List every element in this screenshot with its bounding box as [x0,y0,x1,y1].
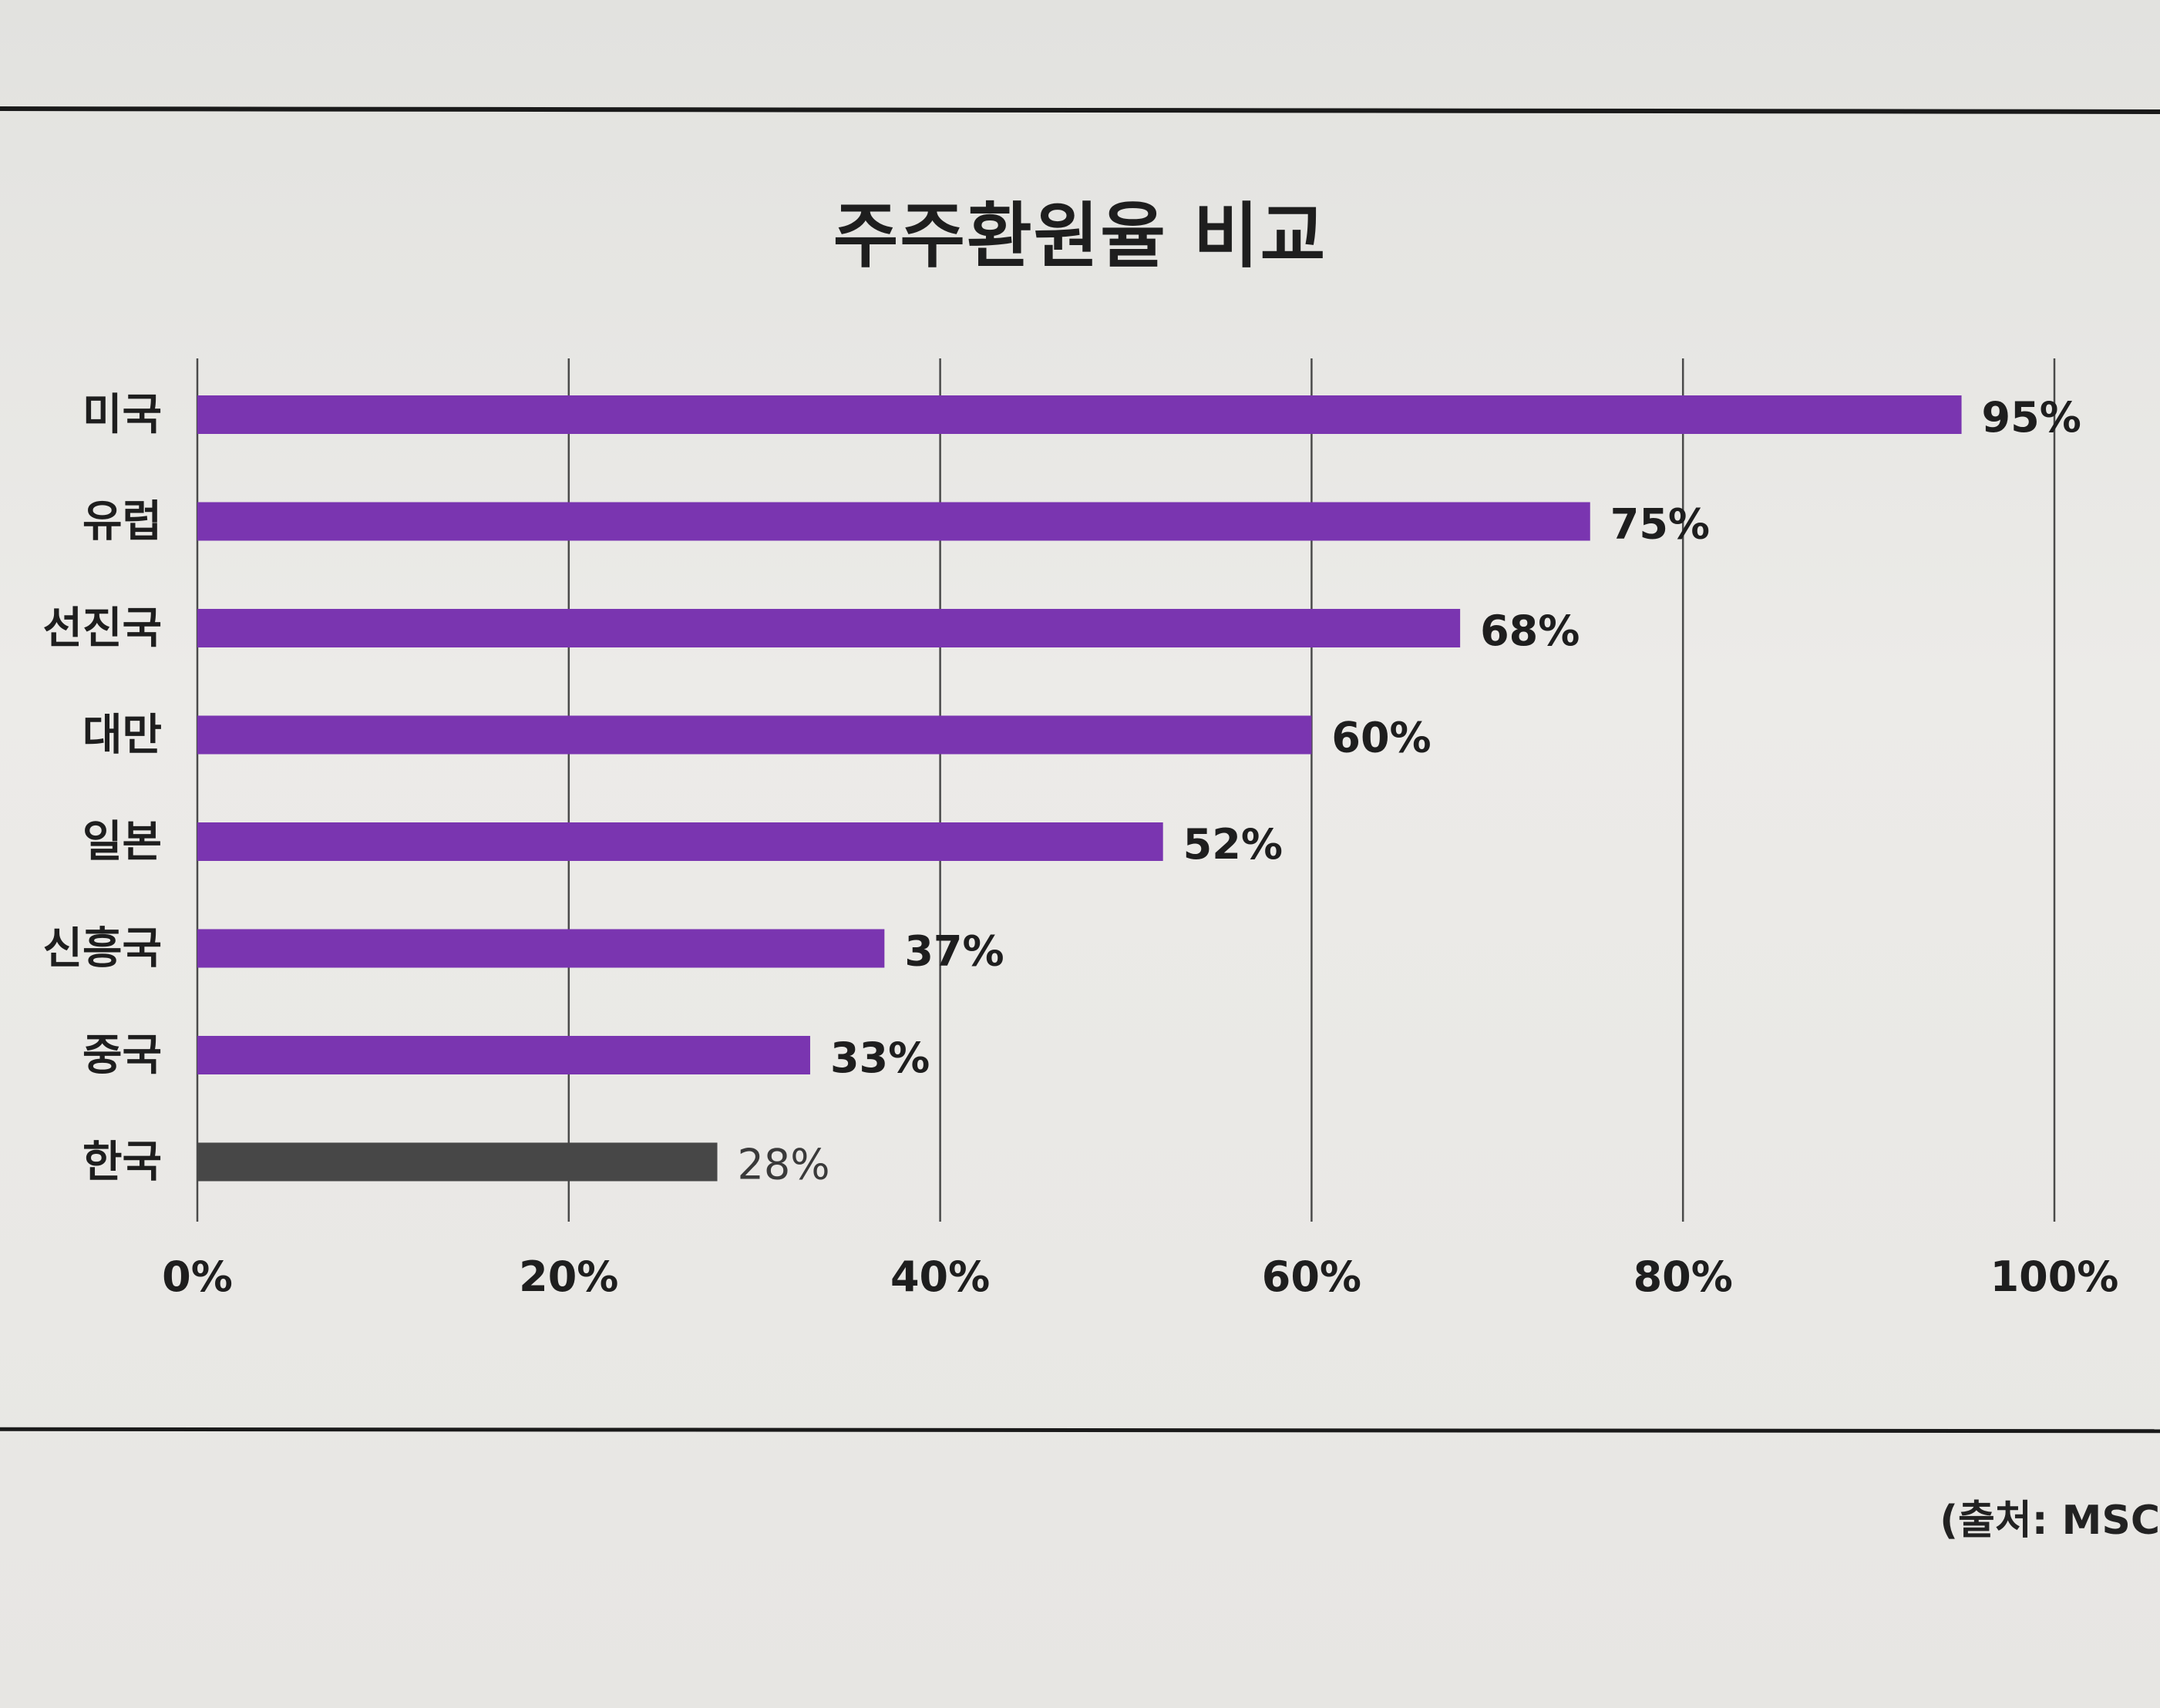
value-label: 52% [1183,820,1283,869]
x-tick-label: 60% [1262,1252,1361,1301]
labels: 0% 20% 40% 60% 80% 100% 미국 95% 유럽 75% 선진국 68% 대만 60% 일… [42,390,2118,1301]
bars [197,395,1962,1182]
x-tick-label: 20% [519,1252,618,1301]
bar-2 [197,502,1590,541]
bar-8 [197,1142,718,1182]
category-label: 신흥국 [42,924,162,974]
category-label: 유럽 [82,497,162,547]
value-label: 95% [1982,393,2081,442]
x-tick-label: 80% [1633,1252,1733,1301]
x-tick-label: 40% [890,1252,990,1301]
x-tick-label: 0% [162,1252,233,1301]
value-label: 28% [738,1141,830,1189]
x-tick-label: 100% [1990,1252,2119,1301]
bar-5 [197,822,1163,861]
category-label: 한국 [82,1138,162,1188]
value-label: 37% [904,927,1004,976]
chart-title: 주주환원율 비교 [833,195,1327,277]
bar-6 [197,929,885,968]
bar-7 [197,1036,810,1074]
category-label: 중국 [82,1031,162,1081]
bar-1 [197,395,1962,434]
bar-4 [197,715,1312,755]
value-label: 68% [1480,607,1580,655]
category-label: 일본 [82,817,162,867]
bar-3 [197,609,1461,647]
category-label: 미국 [82,390,162,440]
category-label: 선진국 [42,604,162,654]
value-label: 33% [830,1034,930,1082]
value-label: 60% [1331,714,1431,762]
source-note: (출처: MSC [1940,1498,2160,1544]
grid-lines [196,358,2056,1222]
category-label: 대만 [82,711,162,761]
value-label: 75% [1610,500,1710,549]
